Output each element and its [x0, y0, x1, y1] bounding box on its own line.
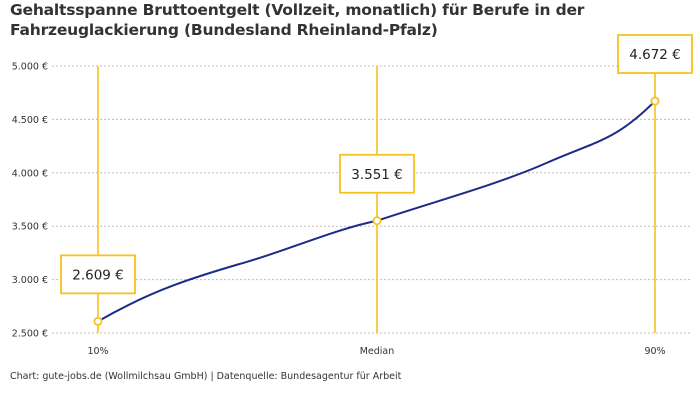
y-tick-label: 4.000 €: [12, 168, 48, 179]
data-point: [93, 316, 103, 326]
data-point: [372, 216, 382, 226]
data-label: 3.551 €: [339, 153, 415, 194]
data-point: [650, 96, 660, 106]
chart-title: Gehaltsspanne Bruttoentgelt (Vollzeit, m…: [10, 1, 585, 39]
data-label-box: [339, 153, 415, 194]
data-label-text: 3.551 €: [351, 167, 403, 183]
y-tick-label: 5.000 €: [12, 62, 48, 73]
data-label-text: 2.609 €: [72, 267, 124, 283]
data-points: [93, 96, 660, 326]
y-tick-label: 4.500 €: [12, 115, 48, 126]
category-marker-lines: [97, 66, 656, 333]
data-label-box: [617, 34, 693, 74]
gridlines: [52, 65, 690, 334]
data-label: 4.672 €: [617, 34, 693, 74]
x-tick-label: 10%: [87, 346, 108, 357]
x-axis-labels: 10% Median 90%: [87, 346, 665, 357]
data-label-box: [60, 254, 136, 295]
chart-source-note: Chart: gute-jobs.de (Wollmilchsau GmbH) …: [10, 371, 402, 382]
data-label-boxes: 2.609 € 3.551 € 4.672 €: [60, 34, 693, 295]
y-tick-label: 2.500 €: [12, 329, 48, 340]
x-tick-label: 90%: [644, 346, 665, 357]
x-tick-label: Median: [360, 346, 395, 357]
data-label: 2.609 €: [60, 254, 136, 295]
data-label-text: 4.672 €: [629, 47, 681, 63]
y-axis-labels: 2.500 € 3.000 € 3.500 € 4.000 € 4.500 € 5.000…: [12, 62, 48, 340]
y-tick-label: 3.000 €: [12, 275, 48, 286]
y-tick-label: 3.500 €: [12, 222, 48, 233]
